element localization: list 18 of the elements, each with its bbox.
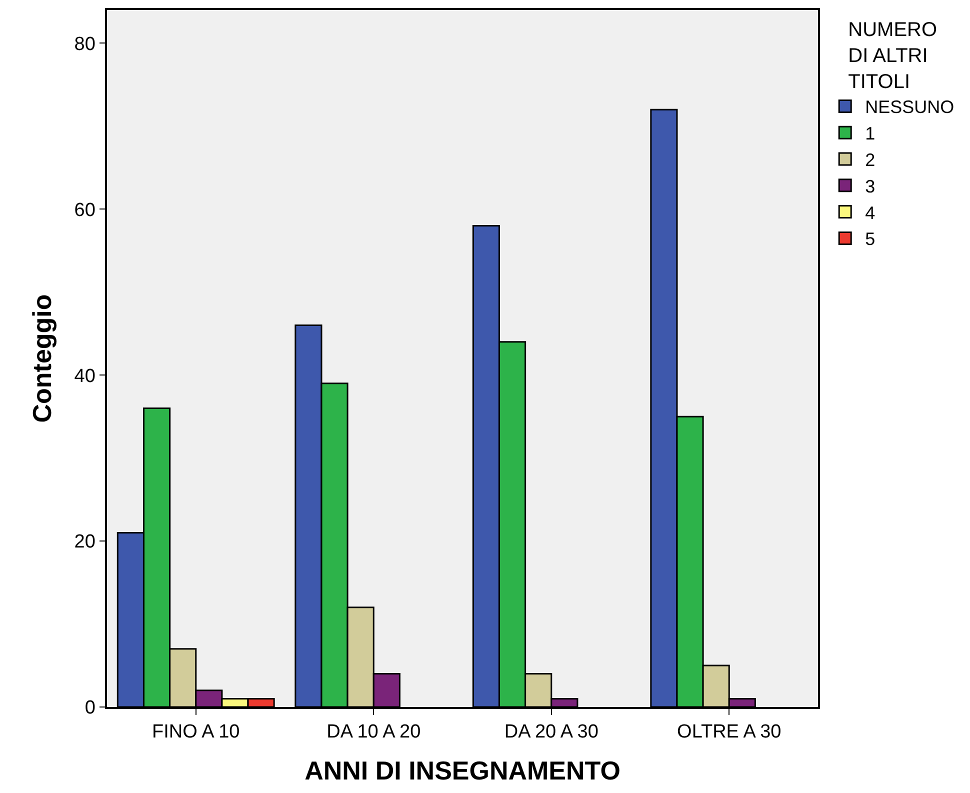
x-tick-label: DA 20 A 30 (504, 722, 598, 743)
x-tick-label: OLTRE A 30 (677, 722, 782, 743)
x-tick-label: FINO A 10 (152, 722, 240, 743)
legend-label: NESSUNO (865, 97, 954, 118)
legend-label: 1 (865, 124, 876, 144)
y-tick-label: 80 (74, 34, 96, 55)
legend-label: 5 (865, 229, 876, 250)
legend-label: 3 (865, 176, 876, 196)
x-axis-title: ANNI DI INSEGNAMENTO (304, 756, 620, 786)
y-axis-title: Conteggio (27, 294, 58, 423)
y-tick-label: 40 (74, 366, 96, 387)
y-tick-label: 0 (84, 698, 96, 719)
y-tick-label: 20 (74, 532, 96, 553)
legend-label: 4 (865, 202, 876, 223)
x-tick-label: DA 10 A 20 (326, 722, 421, 743)
y-tick-label: 60 (74, 200, 96, 221)
legend-title: NUMERO DI ALTRI TITOLI (848, 19, 938, 93)
legend-label: 2 (865, 150, 876, 170)
